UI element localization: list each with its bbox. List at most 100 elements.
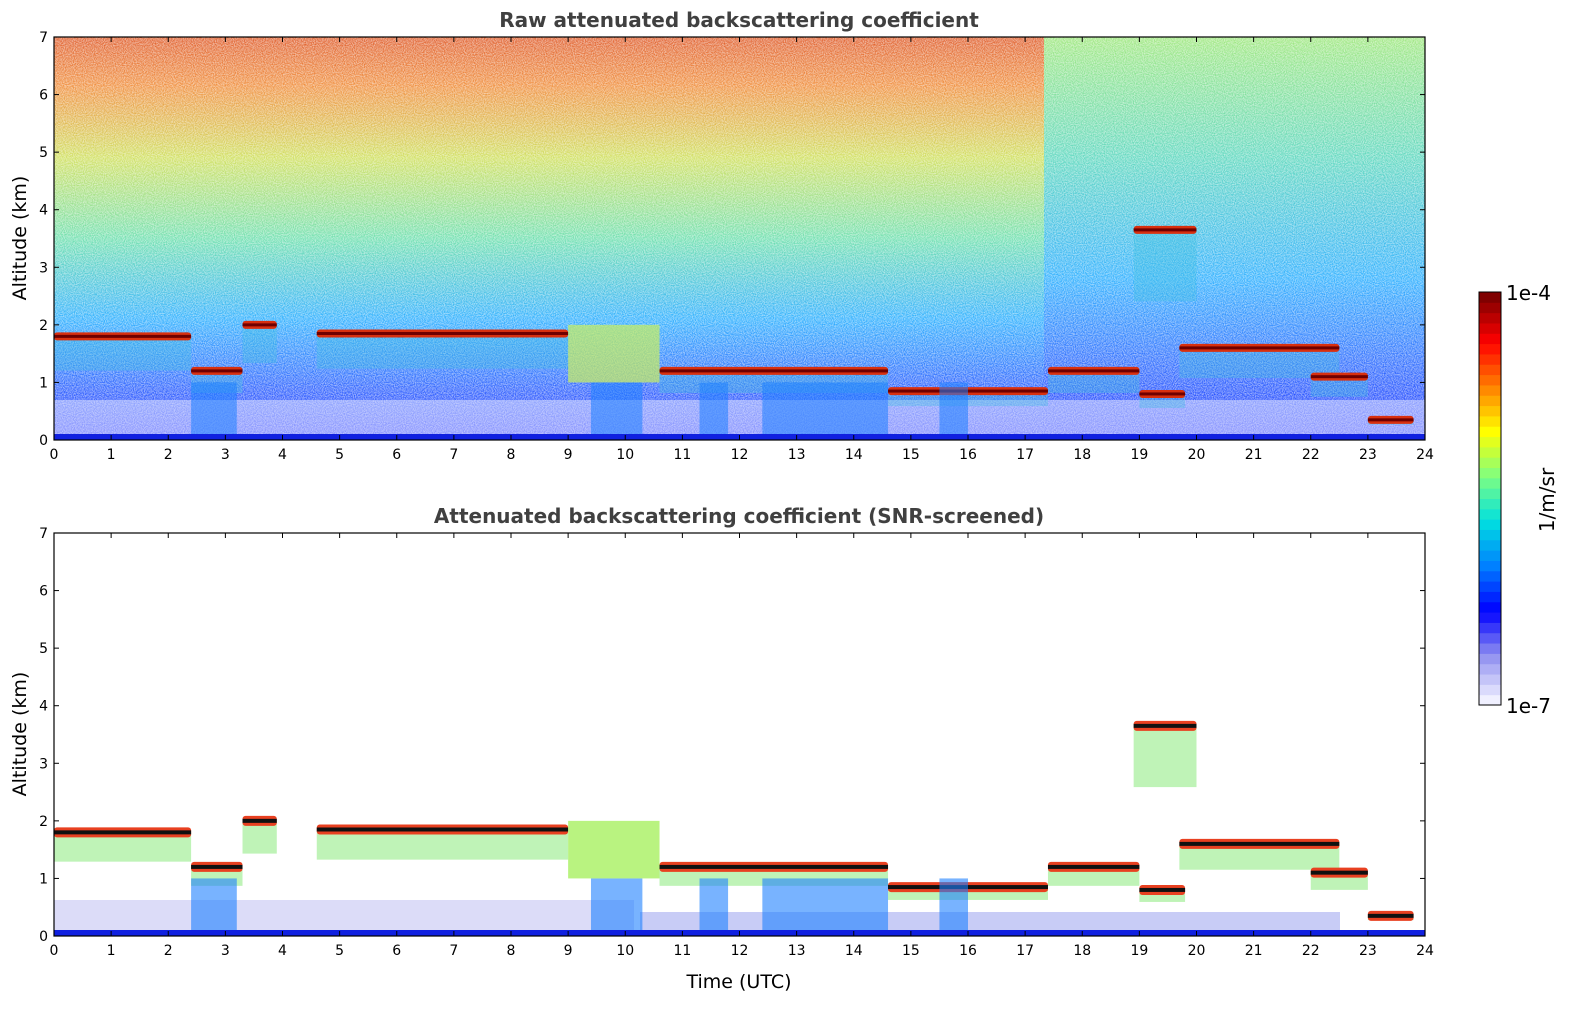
colorbar-step xyxy=(1479,653,1501,665)
raw-cloud-core xyxy=(54,334,192,338)
screened-y-tick-label-4: 4 xyxy=(39,699,48,715)
screened-y-axis-label: Altitude (km) xyxy=(9,672,31,797)
colorbar-unit-label: 1/m/sr xyxy=(1535,467,1559,532)
raw-cloud-plume xyxy=(242,324,277,364)
raw-x-tick-label-6: 6 xyxy=(392,447,401,463)
raw-x-tick-label-7: 7 xyxy=(449,447,458,463)
screened-x-tick-label-10: 10 xyxy=(616,943,634,959)
colorbar-step xyxy=(1479,467,1501,479)
screened-y-tick-label-1: 1 xyxy=(39,871,48,887)
raw-y-tick-label-0: 0 xyxy=(39,433,48,449)
colorbar-step xyxy=(1479,684,1501,696)
colorbar-step xyxy=(1479,457,1501,469)
raw-x-tick-label-17: 17 xyxy=(1016,447,1034,463)
screened-cloud-core xyxy=(242,818,277,823)
screened-x-tick-label-11: 11 xyxy=(673,943,691,959)
raw-cloud-core xyxy=(1310,375,1368,379)
raw-y-tick-label-6: 6 xyxy=(39,88,48,104)
colorbar-step xyxy=(1479,591,1501,603)
chart-title-screened: Attenuated backscattering coefficient (S… xyxy=(434,504,1044,528)
screened-y-tick-label-0: 0 xyxy=(39,929,48,945)
raw-y-tick-label-3: 3 xyxy=(39,260,48,276)
screened-fall-streak xyxy=(590,878,643,930)
screened-y-tick-label-2: 2 xyxy=(39,814,48,830)
screened-y-tick-label-6: 6 xyxy=(39,584,48,600)
raw-x-tick-label-2: 2 xyxy=(164,447,173,463)
raw-x-tick-label-22: 22 xyxy=(1302,447,1320,463)
colorbar-step xyxy=(1479,405,1501,417)
screened-x-tick-label-16: 16 xyxy=(959,943,977,959)
screened-x-tick-label-2: 2 xyxy=(164,943,173,959)
screened-fall-streak xyxy=(191,878,237,930)
colorbar-step xyxy=(1479,426,1501,438)
raw-aerosol-plume xyxy=(568,324,660,383)
screened-fall-streak xyxy=(762,878,889,930)
raw-fall-streak xyxy=(699,382,729,434)
screened-cloud-core xyxy=(1179,841,1340,846)
screened-backscatter-plot: 0 1 2 3 4 5 6 7 8 9 10 11 12 13 14 15 16 17 18 19 20 21 22 23 24… xyxy=(9,526,1434,993)
colorbar-step xyxy=(1479,415,1501,427)
screened-x-tick-label-20: 20 xyxy=(1188,943,1206,959)
raw-x-tick-label-8: 8 xyxy=(507,447,516,463)
colorbar-frame xyxy=(1478,291,1502,706)
raw-cloud-plume xyxy=(1133,229,1197,302)
colorbar-step xyxy=(1479,322,1501,334)
raw-x-tick-label-20: 20 xyxy=(1188,447,1206,463)
screened-cloud-core xyxy=(1367,913,1414,918)
raw-x-tick-label-15: 15 xyxy=(902,447,920,463)
colorbar-step xyxy=(1479,498,1501,510)
screened-cloud-plume xyxy=(316,829,569,860)
colorbar-step xyxy=(1479,622,1501,634)
screened-cloud-core xyxy=(659,864,889,869)
raw-fall-streak xyxy=(191,382,237,434)
colorbar-step xyxy=(1479,550,1501,561)
colorbar-step xyxy=(1479,519,1501,530)
screened-x-tick-label-1: 1 xyxy=(107,943,116,959)
screened-x-tick-label-14: 14 xyxy=(845,943,863,959)
screened-x-tick-label-6: 6 xyxy=(392,943,401,959)
raw-x-tick-label-23: 23 xyxy=(1359,447,1377,463)
screened-x-tick-label-9: 9 xyxy=(564,943,573,959)
raw-y-tick-label-7: 7 xyxy=(39,30,48,46)
colorbar-max-label: 1e-4 xyxy=(1506,281,1551,305)
colorbar-step xyxy=(1479,395,1501,407)
screened-x-tick-label-12: 12 xyxy=(731,943,749,959)
screened-cloud-core xyxy=(191,864,243,869)
raw-x-tick-label-13: 13 xyxy=(788,447,806,463)
colorbar-step xyxy=(1479,539,1501,551)
screened-cloud-core xyxy=(54,830,192,835)
raw-x-tick-label-14: 14 xyxy=(845,447,863,463)
raw-x-tick-label-18: 18 xyxy=(1073,447,1091,463)
colorbar-step xyxy=(1479,343,1501,355)
colorbar-step xyxy=(1479,663,1501,675)
colorbar-step xyxy=(1479,333,1501,345)
raw-y-axis-label: Altitude (km) xyxy=(9,176,31,301)
raw-fall-streak xyxy=(590,382,643,434)
screened-fall-streak xyxy=(939,878,968,930)
colorbar-step xyxy=(1479,601,1501,613)
raw-cloud-plume xyxy=(316,333,569,369)
screened-y-tick-label-5: 5 xyxy=(39,641,48,657)
chart-title-raw: Raw attenuated backscattering coefficien… xyxy=(499,8,979,32)
screened-x-tick-label-24: 24 xyxy=(1416,943,1434,959)
raw-cloud-core xyxy=(1047,369,1140,373)
screened-x-tick-label-15: 15 xyxy=(902,943,920,959)
colorbar-step xyxy=(1479,477,1501,489)
raw-cloud-core xyxy=(1139,392,1186,396)
raw-y-tick-label-1: 1 xyxy=(39,375,48,391)
raw-x-tick-label-12: 12 xyxy=(731,447,749,463)
raw-x-tick-label-3: 3 xyxy=(221,447,230,463)
colorbar-step xyxy=(1479,632,1501,644)
raw-x-tick-label-4: 4 xyxy=(278,447,287,463)
raw-y-tick-label-5: 5 xyxy=(39,145,48,161)
colorbar: 1e-4 1e-7 1/m/sr xyxy=(1478,281,1559,718)
colorbar-step xyxy=(1479,446,1501,458)
colorbar-step xyxy=(1479,674,1501,685)
screened-y-tick-label-3: 3 xyxy=(39,756,48,772)
colorbar-step xyxy=(1479,488,1501,499)
screened-x-tick-label-8: 8 xyxy=(507,943,516,959)
raw-y-tick-label-2: 2 xyxy=(39,318,48,334)
screened-x-tick-label-13: 13 xyxy=(788,943,806,959)
colorbar-step xyxy=(1479,292,1501,303)
